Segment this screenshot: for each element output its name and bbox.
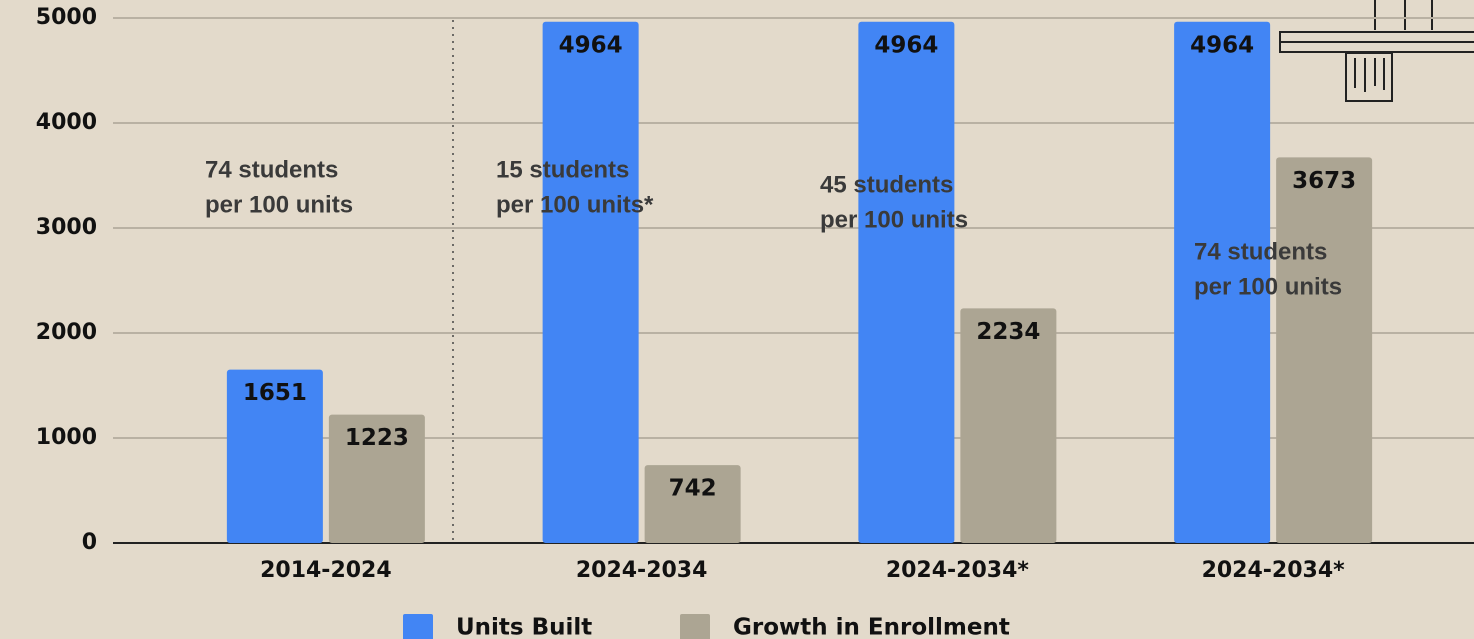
y-tick-label: 5000 bbox=[36, 5, 97, 30]
x-tick-label: 2024-2034* bbox=[886, 558, 1030, 583]
legend-label: Growth in Enrollment bbox=[733, 615, 1010, 639]
annotation: 15 students bbox=[496, 156, 629, 183]
annotation: per 100 units bbox=[205, 191, 353, 218]
annotation: per 100 units bbox=[1194, 273, 1342, 300]
value-label: 4964 bbox=[874, 32, 938, 58]
bar bbox=[858, 22, 954, 543]
value-label: 4964 bbox=[1190, 32, 1254, 58]
legend-label: Units Built bbox=[456, 615, 592, 639]
legend-swatch bbox=[403, 614, 433, 639]
x-tick-label: 2014-2024 bbox=[260, 558, 392, 583]
annotation: per 100 units* bbox=[496, 191, 654, 218]
y-tick-label: 1000 bbox=[36, 425, 97, 450]
value-label: 4964 bbox=[559, 32, 623, 58]
value-label: 1223 bbox=[345, 425, 409, 451]
chart: 0 1000 2000 3000 4000 5000 2014-2024 1651 1223 20… bbox=[0, 0, 1474, 639]
bar bbox=[1276, 157, 1372, 543]
annotation: 45 students bbox=[820, 171, 953, 198]
value-label: 1651 bbox=[243, 380, 307, 406]
x-tick-label: 2024-2034* bbox=[1202, 558, 1346, 583]
annotation: per 100 units bbox=[820, 206, 968, 233]
y-tick-label: 2000 bbox=[36, 320, 97, 345]
value-label: 3673 bbox=[1292, 168, 1356, 194]
annotation: 74 students bbox=[1194, 238, 1327, 265]
value-label: 2234 bbox=[976, 319, 1040, 345]
bar bbox=[543, 22, 639, 543]
y-tick-label: 0 bbox=[82, 530, 97, 555]
value-label: 742 bbox=[669, 476, 717, 502]
legend-swatch bbox=[680, 614, 710, 639]
annotation: 74 students bbox=[205, 156, 338, 183]
x-tick-label: 2024-2034 bbox=[576, 558, 708, 583]
y-tick-label: 4000 bbox=[36, 110, 97, 135]
y-tick-label: 3000 bbox=[36, 215, 97, 240]
